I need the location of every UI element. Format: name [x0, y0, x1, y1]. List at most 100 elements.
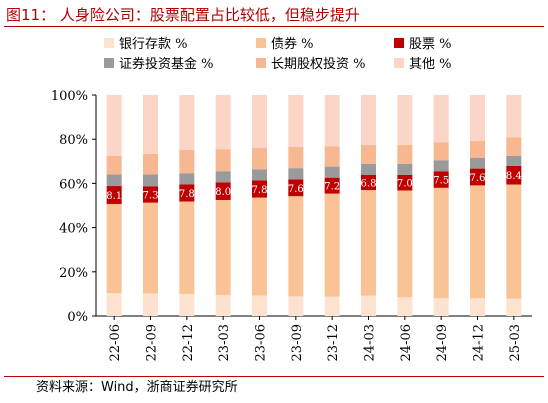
legend-label: 证券投资基金 %	[119, 57, 214, 72]
legend-label: 银行存款 %	[119, 37, 188, 52]
x-tick-label: 23-06	[254, 324, 269, 361]
data-label: 8.0	[215, 187, 231, 198]
bar-segment	[143, 153, 158, 175]
x-tick-label: 22-12	[181, 324, 196, 361]
data-label: 6.8	[361, 179, 377, 190]
x-tick-label: 23-03	[217, 324, 232, 361]
bar-segment	[288, 296, 304, 316]
x-tick-label: 22-06	[108, 324, 123, 361]
data-label: 8.4	[506, 171, 522, 182]
bar-segment	[106, 174, 122, 187]
bar-segment	[506, 298, 522, 316]
bar-segment	[470, 157, 485, 169]
bar-segment	[143, 186, 158, 203]
y-tick-label: 100%	[51, 89, 88, 104]
bar-segment	[106, 293, 122, 316]
bar-segment	[106, 155, 122, 175]
x-tick-label: 24-12	[472, 324, 487, 361]
legend-swatch	[256, 37, 266, 48]
bar-segment	[397, 144, 413, 164]
bar-segment	[433, 95, 449, 143]
legend-swatch	[394, 57, 404, 68]
bar-segment	[143, 174, 158, 187]
source-divider	[4, 376, 544, 377]
bar-segment	[506, 95, 522, 138]
x-tick-label: 22-09	[145, 324, 160, 361]
bar-segment	[288, 196, 304, 297]
bar-segment	[397, 95, 413, 145]
bar-segment	[215, 95, 231, 150]
legend-swatch	[104, 57, 114, 68]
data-label: 7.8	[252, 185, 268, 196]
bar-segment	[143, 293, 158, 316]
legend-item: 银行存款 %	[104, 33, 188, 52]
legend-label: 债券 %	[271, 37, 314, 52]
data-label: 7.0	[397, 179, 413, 190]
bar-segment	[252, 148, 267, 170]
legend-item: 股票 %	[394, 33, 452, 52]
bar-segment	[143, 95, 158, 154]
legend-item: 长期股权投资 %	[256, 53, 366, 72]
bar-segment	[433, 142, 449, 161]
bar-segment	[433, 187, 449, 299]
bar-segment	[324, 146, 340, 167]
bar-segment	[433, 298, 449, 316]
legend-swatch	[104, 37, 114, 48]
bar-segment	[470, 185, 485, 299]
bar-segment	[179, 201, 195, 294]
bar-segment	[470, 298, 485, 316]
bar-segment	[179, 173, 195, 185]
bar-segment	[288, 146, 304, 169]
bar-segment	[361, 163, 376, 176]
data-label: 7.3	[143, 191, 159, 202]
bar-segment	[252, 169, 267, 181]
legend-swatch	[256, 57, 266, 68]
bar-segment	[288, 95, 304, 147]
bar-segment	[324, 95, 340, 147]
bar-segment	[215, 149, 231, 172]
legend-item: 其他 %	[394, 53, 452, 72]
bar-segment	[433, 171, 449, 188]
bar-segment	[252, 95, 267, 149]
bar-segment	[215, 171, 231, 183]
bar-segment	[179, 293, 195, 316]
bar-segment	[106, 186, 122, 204]
bar-segment	[397, 190, 413, 298]
x-tick-label: 23-12	[326, 324, 341, 361]
figure-title: 图11： 人身险公司：股票配置占比较低，但稳步提升	[6, 6, 360, 24]
legend-swatch	[394, 37, 404, 48]
y-tick-label: 0%	[67, 310, 88, 325]
bar-segment	[361, 144, 376, 164]
figure-source: 资料来源：Wind，浙商证券研究所	[36, 380, 238, 395]
data-label: 8.1	[106, 191, 122, 202]
bar-segment	[215, 199, 231, 296]
data-label: 7.5	[433, 176, 449, 187]
x-tick-label: 25-03	[508, 324, 523, 361]
legend-label: 长期股权投资 %	[271, 57, 366, 72]
legend-item: 证券投资基金 %	[104, 53, 214, 72]
bar-segment	[506, 155, 522, 166]
bar-segment	[252, 180, 267, 198]
bar-segment	[470, 140, 485, 158]
data-label: 7.8	[179, 189, 195, 200]
x-tick-label: 24-03	[363, 324, 378, 361]
bar-segment	[397, 163, 413, 176]
bar-segment	[252, 197, 267, 296]
legend-label: 股票 %	[409, 37, 452, 52]
data-label: 7.6	[470, 173, 486, 184]
bar-segment	[361, 190, 376, 296]
x-tick-label: 24-09	[435, 324, 450, 361]
bar-segment	[179, 95, 195, 151]
bar-segment	[106, 203, 122, 294]
bar-segment	[324, 296, 340, 316]
x-tick-label: 24-06	[399, 324, 414, 361]
legend-item: 债券 %	[256, 33, 314, 52]
bar-segment	[143, 202, 158, 294]
bar-segment	[397, 175, 413, 191]
bar-segment	[361, 95, 376, 145]
bar-segment	[179, 150, 195, 174]
bar-segment	[470, 95, 485, 141]
legend-label: 其他 %	[409, 57, 452, 72]
bar-segment	[361, 175, 376, 191]
